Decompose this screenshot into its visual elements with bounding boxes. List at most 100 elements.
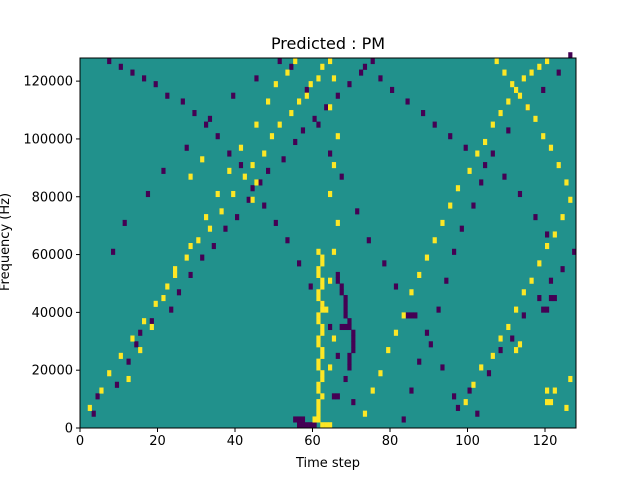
- heatmap-cell-low: [459, 225, 464, 232]
- heatmap-cell-high: [568, 375, 573, 383]
- heatmap-cell-low: [405, 98, 410, 105]
- heatmap-cell-low: [300, 422, 306, 429]
- heatmap-cell-low: [393, 283, 399, 290]
- heatmap-cell-high: [184, 254, 189, 261]
- heatmap-cell-low: [483, 162, 488, 169]
- heatmap-cell-high: [331, 335, 337, 342]
- heatmap-cell-low: [304, 86, 309, 93]
- y-axis: 0 20000 40000 60000 80000 100000 120000: [23, 75, 80, 437]
- heatmap-cell-low: [552, 295, 557, 302]
- heatmap-cell-low: [235, 214, 240, 221]
- heatmap-cell-low: [161, 167, 166, 174]
- heatmap-cell-high: [316, 248, 321, 255]
- heatmap-cell-high: [506, 98, 511, 105]
- heatmap-cell-low: [467, 387, 472, 394]
- heatmap-cell-high: [316, 341, 321, 348]
- heatmap-cell-low: [572, 248, 577, 255]
- heatmap-cell-low: [281, 156, 286, 163]
- heatmap-cell-low: [421, 110, 426, 117]
- heatmap-cell-high: [320, 323, 325, 331]
- heatmap-cell-high: [324, 306, 329, 313]
- heatmap-cell-low: [285, 237, 290, 244]
- heatmap-cell-low: [223, 225, 228, 232]
- heatmap-cell-low: [347, 323, 352, 331]
- heatmap-cell-high: [238, 144, 244, 151]
- heatmap-cell-low: [347, 364, 352, 371]
- heatmap-cell-high: [126, 375, 131, 383]
- heatmap-cell-high: [320, 306, 325, 313]
- x-tick-label: 60: [304, 434, 321, 449]
- heatmap-cell-high: [328, 277, 333, 284]
- heatmap-cell-high: [320, 393, 325, 400]
- x-tick-label: 0: [76, 434, 84, 449]
- heatmap-cell-high: [533, 115, 538, 122]
- heatmap-cell-low: [277, 58, 282, 65]
- heatmap-cell-high: [455, 185, 461, 192]
- heatmap-cell-low: [428, 341, 433, 348]
- heatmap-cell-high: [328, 104, 333, 111]
- heatmap-cell-high: [331, 162, 337, 169]
- heatmap-cell-low: [343, 375, 348, 383]
- heatmap-cell-high: [417, 271, 422, 278]
- heatmap-cell-low: [521, 312, 526, 319]
- y-tick-label: 0: [65, 422, 73, 437]
- heatmap-cell-high: [316, 399, 321, 406]
- heatmap-cell-high: [266, 98, 271, 105]
- heatmap-cell-high: [564, 179, 569, 186]
- heatmap-cell-low: [355, 208, 360, 215]
- heatmap-cell-high: [514, 86, 519, 93]
- heatmap-cell-low: [258, 179, 263, 186]
- heatmap-cell-low: [351, 399, 356, 406]
- heatmap-cell-low: [378, 75, 383, 82]
- heatmap-cell-high: [304, 92, 309, 99]
- heatmap-cell-high: [320, 422, 325, 429]
- heatmap-cell-high: [277, 121, 282, 128]
- heatmap-cell-low: [463, 144, 468, 151]
- heatmap-cell-low: [343, 306, 348, 313]
- heatmap-cell-low: [184, 144, 189, 151]
- heatmap-cell-high: [537, 260, 542, 267]
- heatmap-cell-low: [351, 347, 356, 354]
- heatmap-cell-high: [316, 266, 321, 273]
- heatmap-cell-high: [320, 260, 325, 267]
- heatmap-cell-low: [339, 289, 344, 296]
- heatmap-cell-high: [142, 318, 147, 325]
- heatmap-cell-high: [498, 110, 503, 117]
- heatmap-cell-low: [548, 277, 554, 284]
- heatmap-cell-high: [289, 110, 294, 117]
- heatmap-cell-low: [324, 104, 329, 111]
- heatmap-cell-low: [351, 335, 356, 342]
- heatmap-cell-high: [475, 150, 480, 157]
- heatmap-cell-low: [541, 306, 546, 313]
- y-tick-label: 80000: [32, 190, 73, 205]
- heatmap-cell-low: [227, 150, 232, 157]
- y-tick-label: 20000: [32, 364, 73, 379]
- heatmap-cell-low: [246, 196, 251, 203]
- heatmap-cell-low: [312, 422, 317, 429]
- heatmap-cell-high: [568, 196, 573, 203]
- heatmap-cell-high: [331, 75, 337, 82]
- heatmap-cell-high: [432, 237, 437, 244]
- heatmap-cell-high: [514, 306, 519, 313]
- heatmap-cell-low: [188, 271, 193, 278]
- heatmap-cell-low: [541, 86, 546, 93]
- heatmap-cell-low: [413, 312, 418, 319]
- heatmap-cell-low: [448, 133, 453, 140]
- heatmap-cell-high: [161, 295, 166, 302]
- heatmap-cell-high: [409, 289, 414, 296]
- heatmap-cell-high: [196, 237, 201, 244]
- heatmap-cell-high: [316, 289, 321, 296]
- heatmap-cell-high: [479, 364, 484, 371]
- heatmap-cell-high: [490, 121, 495, 128]
- heatmap-cell-low: [339, 323, 344, 331]
- heatmap-cell-high: [529, 277, 534, 284]
- heatmap-cell-high: [467, 167, 472, 174]
- heatmap-cell-low: [231, 92, 236, 99]
- x-tick-label: 100: [455, 434, 480, 449]
- heatmap-cell-low: [347, 81, 352, 88]
- heatmap-cell-high: [328, 190, 333, 198]
- heatmap-cell-high: [219, 208, 224, 215]
- heatmap-cell-high: [517, 341, 523, 348]
- heatmap-cell-high: [207, 225, 213, 232]
